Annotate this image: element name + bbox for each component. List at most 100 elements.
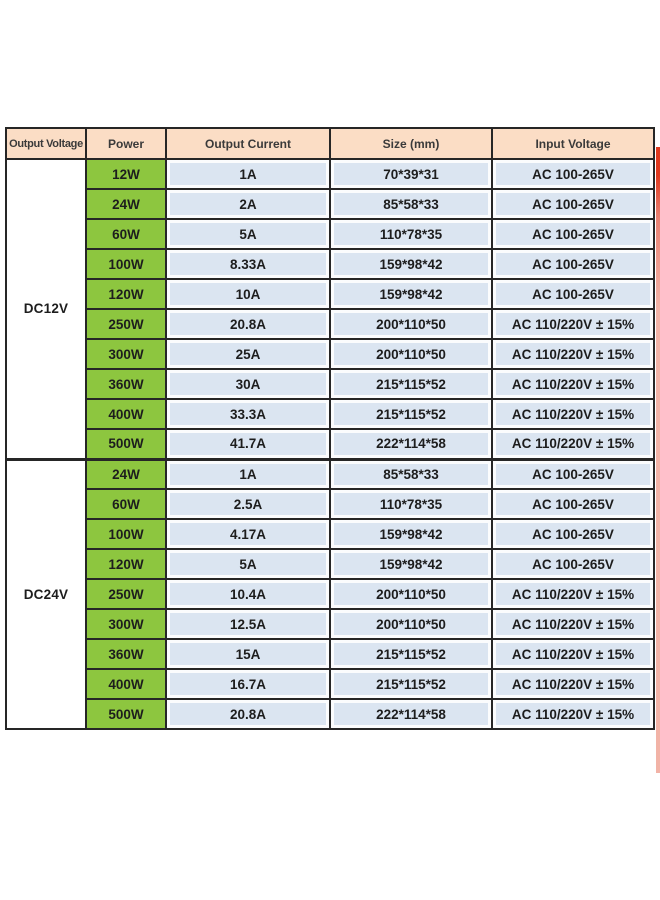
power-cell: 100W: [85, 518, 167, 550]
power-cell: 60W: [85, 488, 167, 520]
power-cell: 500W: [85, 428, 167, 460]
power-cell: 250W: [85, 578, 167, 610]
input-voltage-cell: AC 110/220V ± 15%: [491, 308, 655, 340]
table-row: 300W 12.5A 200*110*50 AC 110/220V ± 15%: [6, 608, 655, 640]
table-row: 120W 10A 159*98*42 AC 100-265V: [6, 278, 655, 310]
size-cell: 70*39*31: [329, 158, 493, 190]
input-voltage-cell: AC 110/220V ± 15%: [491, 338, 655, 370]
input-voltage-cell: AC 100-265V: [491, 248, 655, 280]
size-cell: 159*98*42: [329, 248, 493, 280]
input-voltage-cell: AC 100-265V: [491, 278, 655, 310]
size-cell: 200*110*50: [329, 578, 493, 610]
input-voltage-cell: AC 100-265V: [491, 457, 655, 490]
output-current-cell: 10A: [165, 278, 331, 310]
power-cell: 120W: [85, 548, 167, 580]
table-row: 250W 20.8A 200*110*50 AC 110/220V ± 15%: [6, 308, 655, 340]
power-cell: 250W: [85, 308, 167, 340]
size-cell: 110*78*35: [329, 218, 493, 250]
input-voltage-cell: AC 110/220V ± 15%: [491, 398, 655, 430]
red-edge-marker: [656, 147, 660, 773]
input-voltage-cell: AC 110/220V ± 15%: [491, 698, 655, 730]
input-voltage-cell: AC 100-265V: [491, 488, 655, 520]
input-voltage-cell: AC 100-265V: [491, 518, 655, 550]
table-row: 300W 25A 200*110*50 AC 110/220V ± 15%: [6, 338, 655, 370]
size-cell: 222*114*58: [329, 698, 493, 730]
header-power: Power: [85, 127, 167, 160]
table-row: 360W 15A 215*115*52 AC 110/220V ± 15%: [6, 638, 655, 670]
table-row: 100W 8.33A 159*98*42 AC 100-265V: [6, 248, 655, 280]
input-voltage-cell: AC 110/220V ± 15%: [491, 638, 655, 670]
size-cell: 222*114*58: [329, 428, 493, 460]
output-current-cell: 30A: [165, 368, 331, 400]
table-row: 500W 41.7A 222*114*58 AC 110/220V ± 15%: [6, 428, 655, 460]
input-voltage-cell: AC 110/220V ± 15%: [491, 608, 655, 640]
output-current-cell: 1A: [165, 158, 331, 190]
input-voltage-cell: AC 100-265V: [491, 548, 655, 580]
size-cell: 215*115*52: [329, 638, 493, 670]
input-voltage-cell: AC 100-265V: [491, 218, 655, 250]
table-row: 100W 4.17A 159*98*42 AC 100-265V: [6, 518, 655, 550]
size-cell: 110*78*35: [329, 488, 493, 520]
header-output-voltage: Output Voltage: [5, 127, 87, 160]
output-voltage-cell: DC24V: [5, 457, 87, 730]
power-cell: 300W: [85, 608, 167, 640]
input-voltage-cell: AC 100-265V: [491, 158, 655, 190]
output-current-cell: 33.3A: [165, 398, 331, 430]
output-current-cell: 15A: [165, 638, 331, 670]
size-cell: 200*110*50: [329, 338, 493, 370]
size-cell: 215*115*52: [329, 368, 493, 400]
output-current-cell: 41.7A: [165, 428, 331, 460]
output-current-cell: 5A: [165, 548, 331, 580]
power-cell: 400W: [85, 668, 167, 700]
table-row: 24W 2A 85*58*33 AC 100-265V: [6, 188, 655, 220]
size-cell: 85*58*33: [329, 457, 493, 490]
header-output-current: Output Current: [165, 127, 331, 160]
output-current-cell: 1A: [165, 457, 331, 490]
size-cell: 159*98*42: [329, 518, 493, 550]
output-current-cell: 8.33A: [165, 248, 331, 280]
size-cell: 159*98*42: [329, 548, 493, 580]
header-input-voltage: Input Voltage: [491, 127, 655, 160]
power-cell: 24W: [85, 457, 167, 490]
table-row: 400W 16.7A 215*115*52 AC 110/220V ± 15%: [6, 668, 655, 700]
size-cell: 215*115*52: [329, 398, 493, 430]
size-cell: 85*58*33: [329, 188, 493, 220]
table-row: DC24V 24W 1A 85*58*33 AC 100-265V: [5, 457, 655, 730]
power-cell: 60W: [85, 218, 167, 250]
table-row: 360W 30A 215*115*52 AC 110/220V ± 15%: [6, 368, 655, 400]
input-voltage-cell: AC 110/220V ± 15%: [491, 368, 655, 400]
output-current-cell: 2A: [165, 188, 331, 220]
power-cell: 12W: [85, 158, 167, 190]
table-row: 60W 5A 110*78*35 AC 100-265V: [6, 218, 655, 250]
power-cell: 100W: [85, 248, 167, 280]
size-cell: 215*115*52: [329, 668, 493, 700]
header-row: Output Voltage Power Output Current Size…: [5, 127, 655, 160]
size-cell: 159*98*42: [329, 278, 493, 310]
power-cell: 500W: [85, 698, 167, 730]
input-voltage-cell: AC 110/220V ± 15%: [491, 578, 655, 610]
power-cell: 120W: [85, 278, 167, 310]
header-size: Size (mm): [329, 127, 493, 160]
output-current-cell: 10.4A: [165, 578, 331, 610]
power-supply-spec-table: Output Voltage Power Output Current Size…: [5, 127, 655, 730]
table-row: DC12V 12W 1A 70*39*31 AC 100-265V: [5, 158, 655, 460]
size-cell: 200*110*50: [329, 608, 493, 640]
power-cell: 300W: [85, 338, 167, 370]
output-current-cell: 12.5A: [165, 608, 331, 640]
input-voltage-cell: AC 100-265V: [491, 188, 655, 220]
output-current-cell: 5A: [165, 218, 331, 250]
table-row: 60W 2.5A 110*78*35 AC 100-265V: [6, 488, 655, 520]
power-cell: 360W: [85, 638, 167, 670]
input-voltage-cell: AC 110/220V ± 15%: [491, 668, 655, 700]
table-row: 120W 5A 159*98*42 AC 100-265V: [6, 548, 655, 580]
size-cell: 200*110*50: [329, 308, 493, 340]
power-cell: 24W: [85, 188, 167, 220]
table-row: 400W 33.3A 215*115*52 AC 110/220V ± 15%: [6, 398, 655, 430]
output-current-cell: 20.8A: [165, 308, 331, 340]
output-current-cell: 16.7A: [165, 668, 331, 700]
power-cell: 360W: [85, 368, 167, 400]
table-row: 500W 20.8A 222*114*58 AC 110/220V ± 15%: [6, 698, 655, 730]
output-current-cell: 2.5A: [165, 488, 331, 520]
input-voltage-cell: AC 110/220V ± 15%: [491, 428, 655, 460]
